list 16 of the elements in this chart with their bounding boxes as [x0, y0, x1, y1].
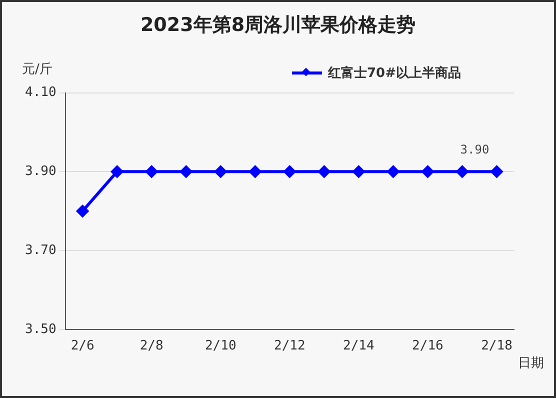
x-axis-title: 日期 [518, 355, 544, 372]
x-tick-label: 2/10 [204, 338, 236, 354]
x-tick-label: 2/18 [481, 338, 512, 354]
y-tick-label: 3.50 [24, 322, 56, 337]
chart-title: 2023年第8周洛川苹果价格走势 [139, 13, 417, 38]
y-tick-label: 3.70 [24, 242, 56, 258]
y-tick-label: 4.10 [24, 85, 56, 100]
x-tick-label: 2/12 [274, 338, 306, 354]
x-tick-label: 2/6 [70, 338, 94, 354]
y-tick-label: 3.90 [24, 164, 56, 180]
data-label: 3.90 [460, 142, 490, 157]
x-tick-label: 2/16 [412, 338, 444, 354]
x-tick-label: 2/8 [140, 338, 164, 354]
x-tick-label: 2/14 [343, 338, 375, 354]
legend-label: 红富士70#以上半商品 [328, 64, 461, 82]
y-axis-title: 元/斤 [22, 61, 52, 78]
